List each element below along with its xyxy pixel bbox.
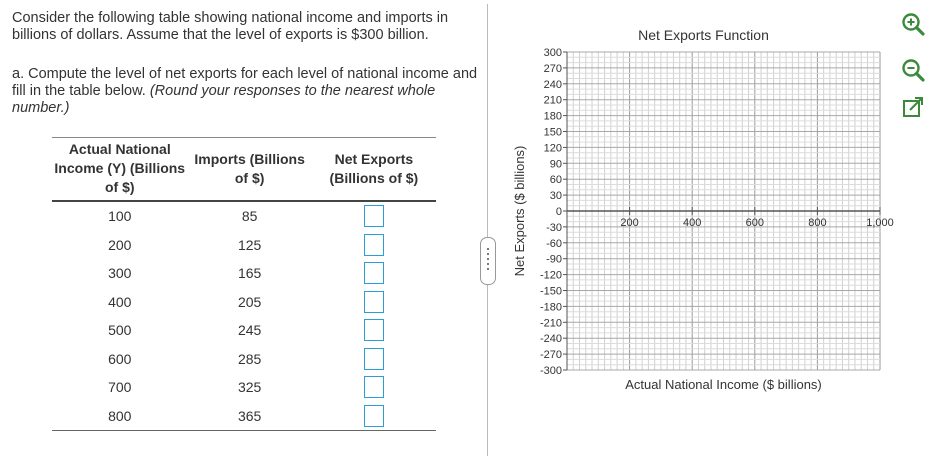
- imports-cell: 365: [237, 407, 262, 424]
- problem-intro: Consider the following table showing nat…: [12, 10, 449, 43]
- y-tick-label: -30: [546, 222, 562, 234]
- table-row: 700 325: [52, 373, 436, 402]
- imports-cell: 205: [237, 293, 262, 310]
- question-text: a. Compute the level of net exports for …: [12, 66, 482, 117]
- x-axis-label: Actual National Income ($ billions): [625, 377, 822, 392]
- table-row: 800 365: [52, 402, 436, 431]
- income-cell: 400: [108, 293, 132, 310]
- y-tick-label: 150: [544, 127, 562, 139]
- x-tick-label: 600: [746, 217, 764, 229]
- table-row: 300 165: [52, 259, 436, 288]
- net-exports-cell: [312, 231, 436, 260]
- income-cell: 700: [108, 379, 132, 396]
- table-row: 600 285: [52, 345, 436, 374]
- header-income: Actual National Income (Y) (Billions of …: [54, 141, 186, 195]
- zoom-in-button[interactable]: [898, 10, 928, 40]
- x-tick-label: 1,000: [866, 217, 894, 229]
- x-tick-label: 400: [683, 217, 701, 229]
- y-tick-label: 270: [544, 63, 562, 75]
- expand-icon: [903, 97, 923, 117]
- y-tick-label: -120: [540, 270, 562, 282]
- net-exports-cell: [312, 345, 436, 374]
- header-imports: Imports (Billions of $): [194, 150, 305, 186]
- y-tick-label: -180: [540, 301, 562, 313]
- imports-cell: 325: [237, 379, 262, 396]
- net-exports-cell: [312, 259, 436, 288]
- net-exports-cell: [312, 288, 436, 317]
- income-cell: 100: [108, 208, 132, 225]
- net-exports-cell: [312, 201, 436, 231]
- y-tick-label: -150: [540, 286, 562, 298]
- net-exports-input[interactable]: [363, 347, 384, 370]
- x-tick-label: 200: [620, 217, 638, 229]
- table-body: 100 85 200 125 300 165 400 205 500 245 600 285 700 32…: [52, 201, 436, 431]
- net-exports-input[interactable]: [363, 205, 384, 228]
- question-prefix: a. Compute the level of net exports for …: [12, 66, 478, 99]
- y-tick-label: -270: [540, 349, 562, 361]
- y-tick-label: 210: [544, 95, 562, 107]
- table-row: 400 205: [52, 288, 436, 317]
- y-tick-label: 180: [544, 111, 562, 123]
- net-exports-input[interactable]: [363, 290, 384, 313]
- y-tick-label: 90: [550, 158, 562, 170]
- y-tick-label: 120: [544, 142, 562, 154]
- table-row: 500 245: [52, 316, 436, 345]
- y-tick-label: -300: [540, 365, 562, 377]
- panel-divider: [487, 4, 488, 456]
- table-row: 200 125: [52, 231, 436, 260]
- zoom-in-icon: [902, 13, 925, 36]
- question-panel: Consider the following table showing nat…: [12, 10, 482, 431]
- net-exports-cell: [312, 402, 436, 431]
- table-header-row: Actual National Income (Y) (Billions of …: [52, 137, 436, 201]
- y-tick-label: -90: [546, 254, 562, 266]
- y-axis-label: Net Exports ($ billions): [512, 146, 527, 277]
- imports-cell: 85: [241, 208, 258, 225]
- handle-dots: [487, 248, 489, 272]
- net-exports-input[interactable]: [363, 319, 384, 342]
- net-exports-cell: [312, 316, 436, 345]
- imports-cell: 165: [237, 265, 262, 282]
- imports-cell: 245: [237, 322, 262, 339]
- panel-resize-handle[interactable]: [480, 237, 496, 285]
- y-tick-label: 240: [544, 79, 562, 91]
- income-cell: 200: [108, 236, 132, 253]
- y-tick-label: 30: [550, 190, 562, 202]
- net-exports-input[interactable]: [363, 262, 384, 285]
- zoom-out-icon: [902, 59, 925, 82]
- table-row: 100 85: [52, 201, 436, 231]
- y-tick-label: 0: [556, 206, 562, 218]
- y-tick-label: 300: [544, 47, 562, 59]
- income-imports-table: Actual National Income (Y) (Billions of …: [52, 137, 436, 431]
- zoom-out-button[interactable]: [898, 56, 928, 86]
- income-cell: 500: [108, 322, 132, 339]
- expand-button[interactable]: [898, 94, 928, 124]
- net-exports-input[interactable]: [363, 233, 384, 256]
- question-note: (Round your responses to the nearest who…: [12, 83, 436, 116]
- imports-cell: 125: [237, 236, 262, 253]
- y-tick-label: 60: [550, 174, 562, 186]
- imports-cell: 285: [237, 350, 262, 367]
- x-tick-label: 800: [808, 217, 826, 229]
- net-exports-input[interactable]: [363, 404, 384, 427]
- income-cell: 300: [108, 265, 132, 282]
- chart-title: Net Exports Function: [638, 27, 769, 43]
- net-exports-input[interactable]: [363, 376, 384, 399]
- income-cell: 800: [108, 407, 132, 424]
- y-tick-label: -240: [540, 333, 562, 345]
- net-exports-cell: [312, 373, 436, 402]
- y-tick-label: -210: [540, 317, 562, 329]
- y-tick-label: -60: [546, 238, 562, 250]
- income-cell: 600: [108, 350, 132, 367]
- header-net-exports: Net Exports (Billions of $): [329, 150, 419, 186]
